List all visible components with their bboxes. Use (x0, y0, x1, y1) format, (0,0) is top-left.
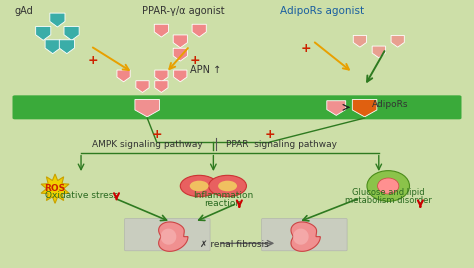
Text: AdipoRs agonist: AdipoRs agonist (280, 6, 364, 16)
Polygon shape (173, 48, 187, 61)
Polygon shape (353, 35, 366, 47)
Polygon shape (155, 70, 168, 82)
FancyBboxPatch shape (12, 95, 462, 119)
Circle shape (209, 175, 246, 197)
Text: +: + (265, 128, 275, 140)
Text: Inflammation: Inflammation (193, 191, 253, 200)
Circle shape (180, 175, 218, 197)
Polygon shape (159, 222, 188, 251)
Text: +: + (300, 42, 311, 55)
Ellipse shape (367, 171, 410, 201)
Polygon shape (391, 35, 404, 47)
Text: gAd: gAd (15, 6, 34, 16)
Polygon shape (117, 70, 130, 82)
Polygon shape (45, 40, 60, 54)
Text: reaction: reaction (204, 199, 241, 208)
Polygon shape (293, 229, 309, 245)
Polygon shape (192, 24, 206, 37)
FancyBboxPatch shape (262, 218, 347, 251)
Polygon shape (173, 70, 187, 82)
Polygon shape (352, 99, 377, 117)
Text: AdipoRs: AdipoRs (372, 100, 408, 109)
Text: metabolism disorder: metabolism disorder (345, 196, 432, 205)
Text: +: + (189, 54, 200, 67)
FancyBboxPatch shape (125, 218, 210, 251)
Polygon shape (161, 229, 176, 245)
Polygon shape (327, 101, 346, 116)
Text: +: + (151, 128, 162, 140)
Polygon shape (135, 99, 159, 117)
Text: ✗ renal fibrosis: ✗ renal fibrosis (200, 240, 269, 249)
Text: Oxidative stress: Oxidative stress (45, 191, 118, 200)
Text: APN ↑: APN ↑ (190, 65, 221, 75)
Circle shape (190, 181, 209, 191)
Circle shape (218, 181, 237, 191)
Polygon shape (372, 46, 385, 58)
Polygon shape (173, 35, 187, 48)
Polygon shape (155, 81, 168, 92)
Polygon shape (291, 222, 320, 251)
Polygon shape (59, 40, 74, 54)
Polygon shape (64, 27, 79, 40)
Text: ROS: ROS (45, 184, 65, 193)
Text: PPAR-γ/α agonist: PPAR-γ/α agonist (143, 6, 225, 16)
Text: +: + (88, 54, 98, 67)
Text: PPAR  signaling pathway: PPAR signaling pathway (227, 140, 337, 149)
Polygon shape (136, 81, 149, 92)
Text: Glucose and lipid: Glucose and lipid (352, 188, 425, 197)
Ellipse shape (378, 178, 399, 194)
Polygon shape (155, 24, 168, 37)
Text: AMPK signaling pathway: AMPK signaling pathway (92, 140, 202, 149)
Polygon shape (41, 174, 69, 203)
Polygon shape (50, 13, 65, 27)
Polygon shape (36, 27, 51, 40)
